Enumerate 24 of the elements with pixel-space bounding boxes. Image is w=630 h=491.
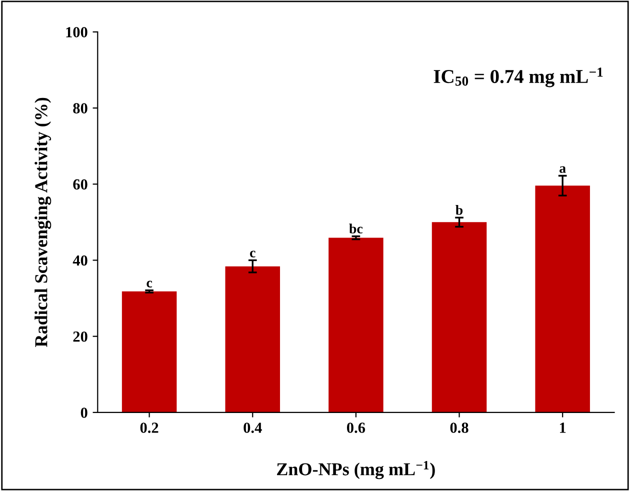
- y-tick-label: 40: [72, 255, 88, 266]
- bar: [122, 291, 177, 412]
- y-tick-label: 80: [73, 103, 88, 114]
- x-tick-label: 0.2: [140, 422, 158, 433]
- x-tick-label: 0.6: [346, 422, 366, 433]
- annotation: bc: [349, 224, 363, 234]
- x-tick-label: 0.4: [244, 422, 262, 433]
- x-axis-title: ZnO-NPs (mg mL$^{−1}$): [277, 461, 435, 480]
- y-tick-label: 60: [73, 179, 88, 190]
- bar: [535, 186, 590, 412]
- y-tick-label: 20: [73, 331, 88, 342]
- annotation: c: [146, 280, 152, 288]
- bar: [432, 222, 487, 412]
- y-axis-title: Radical Scavenging Activity (%): [34, 98, 52, 347]
- annotation: IC$_{50}$ = 0.74 mg mL$^{−1}$: [434, 68, 603, 88]
- bar: [225, 266, 280, 412]
- annotation: a: [560, 166, 566, 173]
- x-tick-label: 1: [560, 422, 566, 433]
- x-tick-label: 0.8: [450, 422, 468, 433]
- annotation: c: [250, 250, 256, 258]
- annotation: b: [456, 205, 463, 215]
- y-tick-label: 0: [80, 408, 88, 418]
- bar: [328, 238, 384, 412]
- y-tick-label: 100: [66, 27, 88, 38]
